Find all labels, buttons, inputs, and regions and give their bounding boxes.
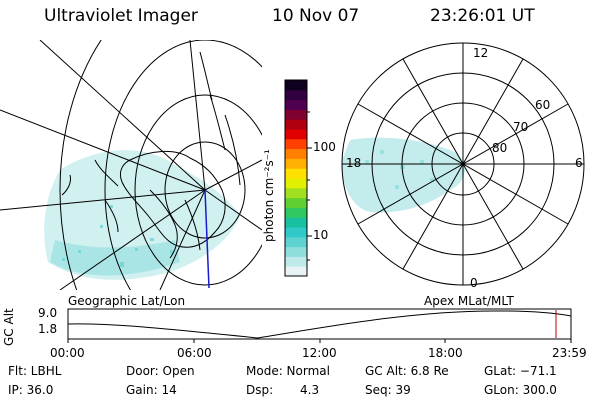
latitude-circles	[59, 40, 262, 290]
longitude-lines	[0, 40, 262, 290]
geographic-map	[0, 40, 262, 290]
mlt-label-6: 6	[575, 156, 583, 170]
colorbar-segment	[285, 89, 307, 101]
door-info: Door: Open	[126, 364, 195, 378]
mlat-label-70: 70	[513, 120, 529, 134]
aurora-speckles	[62, 205, 173, 267]
polar-plot	[341, 42, 585, 286]
colorbar-tick-100: 100	[313, 140, 336, 154]
aurora-band	[50, 240, 180, 276]
altitude-xtick-0000: 00:00	[50, 346, 85, 360]
glat-info: GLat: −71.1	[484, 364, 557, 378]
altitude-ytick-high: 9.0	[38, 306, 58, 320]
dsp-label: Dsp:	[246, 383, 274, 397]
colorbar-segment	[285, 227, 307, 238]
dsp-value: 4.3	[300, 383, 320, 397]
geographic-map-label: Geographic Lat/Lon	[68, 294, 186, 308]
altitude-frame	[67, 308, 572, 340]
mlat-label-80: 80	[492, 141, 508, 155]
altitude-ylabel: GC Alt	[2, 308, 16, 346]
antarctica-outline	[119, 150, 226, 248]
colorbar	[284, 79, 312, 277]
coastline-detail	[149, 189, 201, 259]
mode-info: Mode: Normal	[246, 364, 330, 378]
altitude-xtick-2359: 23:59	[552, 346, 587, 360]
altitude-xtick-1800: 18:00	[428, 346, 463, 360]
colorbar-tick-10: 10	[313, 228, 329, 242]
polar-grid	[341, 42, 585, 286]
colorbar-unit-label: photon cm⁻²s⁻¹	[262, 149, 276, 242]
colorbar-segment	[285, 246, 307, 257]
altitude-ytick-low: 1.8	[38, 322, 58, 336]
colorbar-segment	[285, 129, 307, 140]
south-america-coast	[199, 51, 241, 186]
colorbar-segment	[285, 109, 307, 120]
altitude-plot	[67, 308, 572, 343]
colorbar-segment	[285, 138, 307, 150]
sun-meridian-line	[204, 189, 210, 289]
colorbar-segment	[285, 148, 307, 159]
colorbar-segment	[285, 158, 307, 169]
date-label: 10 Nov 07	[272, 6, 360, 26]
gc-alt-info: GC Alt: 6.8 Re	[365, 364, 449, 378]
colorbar-segment	[285, 256, 307, 267]
colorbar-segment	[285, 168, 307, 179]
colorbar-segment	[285, 119, 307, 130]
altitude-curve	[67, 310, 572, 339]
colorbar-segment	[285, 80, 307, 91]
mlat-label-60: 60	[535, 98, 551, 112]
apex-map-label: Apex MLat/MLT	[424, 294, 514, 308]
mlt-label-0: 0	[470, 276, 478, 290]
seq-info: Seq: 39	[365, 383, 411, 397]
colorbar-segment	[285, 197, 307, 208]
island-outlines	[61, 159, 119, 233]
mlt-label-18: 18	[346, 156, 362, 170]
ip-info: IP: 36.0	[8, 383, 54, 397]
instrument-title: Ultraviolet Imager	[44, 6, 198, 26]
mlt-label-12: 12	[473, 46, 489, 60]
colorbar-segment	[285, 217, 307, 228]
colorbar-segment	[285, 187, 307, 199]
colorbar-segment	[285, 266, 307, 277]
colorbar-segment	[285, 178, 307, 189]
time-label: 23:26:01 UT	[430, 6, 535, 26]
colorbar-segment	[285, 207, 307, 218]
glon-info: GLon: 300.0	[484, 383, 557, 397]
colorbar-segment	[285, 99, 307, 110]
altitude-xtick-1200: 12:00	[302, 346, 337, 360]
altitude-ticks	[67, 339, 572, 343]
gain-info: Gain: 14	[126, 383, 177, 397]
filter-info: Flt: LBHL	[8, 364, 62, 378]
altitude-xtick-0600: 06:00	[177, 346, 212, 360]
colorbar-segment	[285, 236, 307, 248]
